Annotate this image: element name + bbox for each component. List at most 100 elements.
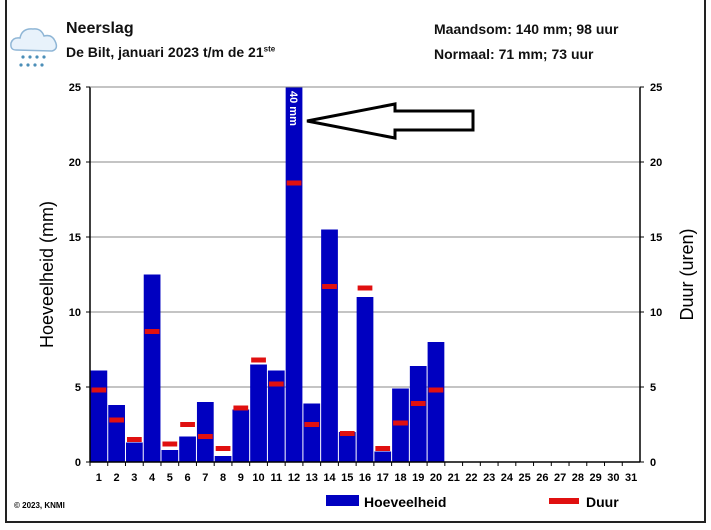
- copyright: © 2023, KNMI: [14, 501, 65, 510]
- x-tick-label: 16: [359, 472, 371, 484]
- chart-frame: [5, 0, 706, 523]
- y2-tick-label: 20: [650, 157, 662, 169]
- x-tick-label: 24: [501, 472, 514, 484]
- x-tick-label: 28: [572, 472, 584, 484]
- annotation-label: 40 mm: [287, 91, 299, 126]
- bar-hoeveelheid: [303, 403, 321, 462]
- x-tick-label: 20: [430, 472, 442, 484]
- marker-duur: [322, 284, 337, 289]
- x-tick-label: 22: [465, 472, 477, 484]
- y2-axis-label: Duur (uren): [677, 228, 697, 320]
- bar-hoeveelheid: [161, 450, 179, 462]
- y-tick-label: 20: [69, 157, 81, 169]
- x-tick-label: 10: [252, 472, 264, 484]
- marker-duur: [91, 387, 107, 393]
- marker-duur: [126, 437, 142, 442]
- marker-duur: [251, 357, 266, 363]
- marker-duur: [197, 434, 213, 439]
- bar-hoeveelheid: [267, 370, 285, 462]
- y-tick-label: 15: [69, 232, 81, 244]
- x-tick-label: 19: [412, 472, 424, 484]
- x-tick-label: 29: [590, 472, 602, 484]
- bar-hoeveelheid: [338, 432, 356, 462]
- bar-hoeveelheid: [285, 87, 303, 462]
- marker-duur: [286, 180, 302, 186]
- x-tick-label: 9: [238, 472, 244, 484]
- bar-hoeveelheid: [356, 297, 374, 462]
- bar-hoeveelheid: [321, 229, 338, 462]
- marker-duur: [109, 417, 124, 423]
- bar-hoeveelheid: [409, 366, 427, 462]
- bar-hoeveelheid: [232, 409, 250, 462]
- x-tick-label: 25: [519, 472, 531, 484]
- x-tick-label: 18: [394, 472, 406, 484]
- x-tick-label: 15: [341, 472, 353, 484]
- normal-values: Normaal: 71 mm; 73 uur: [434, 46, 594, 62]
- y-tick-label: 10: [69, 307, 81, 319]
- x-tick-label: 6: [185, 472, 191, 484]
- x-tick-label: 2: [114, 472, 120, 484]
- marker-duur: [410, 401, 426, 406]
- x-tick-label: 21: [448, 472, 460, 484]
- arrow-icon: [306, 102, 475, 140]
- x-tick-label: 14: [323, 472, 336, 484]
- bar-hoeveelheid: [125, 442, 143, 462]
- rain-cloud-icon: [10, 28, 58, 67]
- x-tick-label: 5: [167, 472, 173, 484]
- bar-hoeveelheid: [427, 342, 445, 462]
- y-tick-label: 5: [75, 382, 81, 394]
- x-tick-label: 12: [288, 472, 300, 484]
- chart-subtitle: De Bilt, januari 2023 t/m de 21ste: [66, 44, 275, 60]
- bar-hoeveelheid: [90, 370, 108, 462]
- y-tick-label: 25: [69, 82, 81, 94]
- bar-hoeveelheid: [196, 402, 214, 462]
- legend-swatch-hoeveelheid: [326, 495, 359, 506]
- x-tick-label: 23: [483, 472, 495, 484]
- y2-tick-label: 10: [650, 307, 662, 319]
- month-sum: Maandsom: 140 mm; 98 uur: [434, 21, 619, 37]
- marker-duur: [304, 422, 320, 427]
- x-tick-label: 4: [149, 472, 156, 484]
- y2-tick-label: 0: [650, 457, 656, 469]
- x-tick-label: 30: [607, 472, 619, 484]
- x-tick-label: 7: [202, 472, 208, 484]
- marker-duur: [215, 446, 231, 451]
- chart-title: Neerslag: [66, 20, 134, 37]
- y-axis-label: Hoeveelheid (mm): [37, 201, 57, 348]
- marker-duur: [268, 381, 284, 387]
- y2-tick-label: 25: [650, 82, 662, 94]
- marker-duur: [339, 431, 355, 436]
- x-tick-label: 31: [625, 472, 637, 484]
- x-tick-label: 1: [96, 472, 102, 484]
- x-tick-label: 13: [306, 472, 318, 484]
- x-tick-label: 11: [270, 472, 282, 484]
- marker-duur: [375, 446, 391, 451]
- legend-label-duur: Duur: [586, 494, 619, 510]
- y2-tick-label: 5: [650, 382, 656, 394]
- bar-hoeveelheid: [108, 405, 125, 462]
- marker-duur: [162, 441, 178, 447]
- marker-duur: [357, 285, 373, 291]
- y-tick-label: 0: [75, 457, 81, 469]
- subtitle-text: De Bilt, januari 2023 t/m de 21: [66, 44, 264, 60]
- bar-hoeveelheid: [143, 274, 161, 462]
- legend-swatch-duur: [549, 498, 579, 504]
- x-tick-label: 27: [554, 472, 566, 484]
- x-tick-label: 8: [220, 472, 226, 484]
- marker-duur: [233, 405, 249, 411]
- bar-hoeveelheid: [250, 364, 267, 462]
- legend-label-hoeveelheid: Hoeveelheid: [364, 494, 446, 510]
- x-tick-label: 3: [131, 472, 137, 484]
- marker-duur: [428, 387, 444, 393]
- marker-duur: [393, 420, 408, 426]
- subtitle-sup: ste: [263, 44, 276, 54]
- bar-hoeveelheid: [374, 451, 392, 462]
- y2-tick-label: 15: [650, 232, 662, 244]
- x-tick-label: 17: [377, 472, 389, 484]
- x-tick-label: 26: [536, 472, 548, 484]
- bar-hoeveelheid: [179, 436, 196, 462]
- marker-duur: [180, 422, 195, 427]
- bar-hoeveelheid: [214, 456, 232, 462]
- marker-duur: [144, 329, 160, 334]
